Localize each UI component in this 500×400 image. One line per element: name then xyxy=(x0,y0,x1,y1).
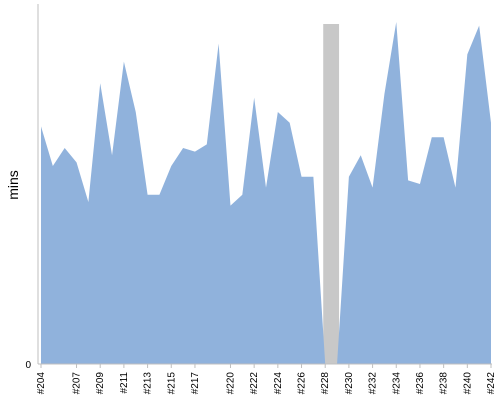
zero-gap-mark xyxy=(323,24,340,364)
x-axis-tick-labels: #204 #207 #209 #211 #213 #215 #217 #220 #222 #224… xyxy=(36,372,497,395)
zero-gap-marks xyxy=(323,24,340,364)
x-tick-label: #204 xyxy=(36,372,47,395)
x-tick-label: #226 xyxy=(297,372,308,395)
y-axis-label-group: mins xyxy=(5,170,21,200)
series-area xyxy=(41,22,491,364)
x-axis-ticks xyxy=(40,364,492,368)
y-tick-label-0: 0 xyxy=(25,360,31,371)
x-tick-label: #228 xyxy=(320,372,331,395)
y-axis-label: mins xyxy=(5,170,21,200)
x-tick-label: #232 xyxy=(368,372,379,395)
x-tick-label: #230 xyxy=(344,372,355,395)
x-tick-label: #220 xyxy=(225,372,236,395)
x-tick-label: #222 xyxy=(249,372,260,395)
x-tick-label: #242 xyxy=(486,372,497,395)
x-tick-label: #238 xyxy=(439,372,450,395)
x-tick-label: #217 xyxy=(190,372,201,395)
x-tick-label: #236 xyxy=(415,372,426,395)
x-tick-label: #234 xyxy=(391,372,402,395)
x-tick-label: #209 xyxy=(95,372,106,395)
x-tick-label: #240 xyxy=(462,372,473,395)
x-tick-label: #211 xyxy=(119,372,130,394)
x-tick-label: #207 xyxy=(72,372,83,395)
x-tick-label: #213 xyxy=(143,372,154,395)
x-tick-label: #224 xyxy=(273,372,284,395)
x-tick-label: #215 xyxy=(166,372,177,395)
